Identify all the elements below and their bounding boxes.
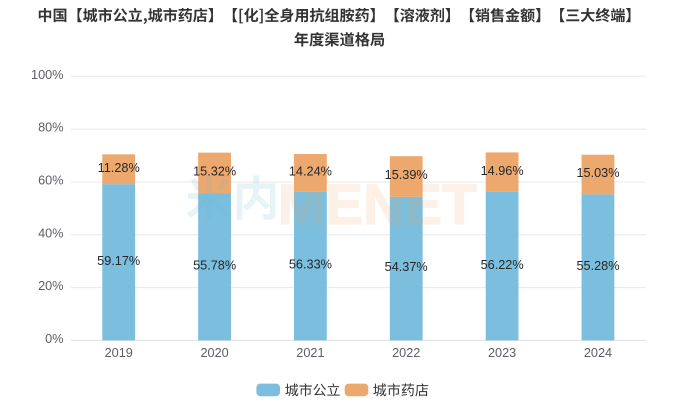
svg-text:56.22%: 56.22% (481, 258, 524, 272)
svg-text:55.78%: 55.78% (193, 258, 236, 272)
svg-text:2021: 2021 (296, 346, 324, 360)
svg-text:56.33%: 56.33% (289, 258, 332, 272)
svg-text:0%: 0% (45, 332, 63, 346)
svg-text:11.28%: 11.28% (98, 161, 140, 175)
svg-text:2023: 2023 (488, 346, 516, 360)
svg-text:15.03%: 15.03% (576, 166, 619, 180)
svg-text:2019: 2019 (105, 346, 133, 360)
svg-text:2022: 2022 (392, 346, 420, 360)
svg-text:2024: 2024 (584, 346, 612, 360)
svg-text:55.28%: 55.28% (576, 259, 619, 273)
svg-text:80%: 80% (38, 121, 63, 135)
svg-text:60%: 60% (38, 174, 63, 188)
svg-text:2020: 2020 (200, 346, 228, 360)
svg-text:15.39%: 15.39% (385, 168, 428, 182)
svg-text:15.32%: 15.32% (193, 165, 236, 179)
svg-text:14.24%: 14.24% (289, 164, 332, 178)
svg-text:59.17%: 59.17% (97, 254, 140, 268)
svg-text:40%: 40% (38, 226, 63, 240)
svg-text:54.37%: 54.37% (385, 260, 428, 274)
svg-text:20%: 20% (38, 279, 63, 293)
svg-text:14.96%: 14.96% (481, 164, 524, 178)
svg-text:100%: 100% (31, 68, 63, 82)
